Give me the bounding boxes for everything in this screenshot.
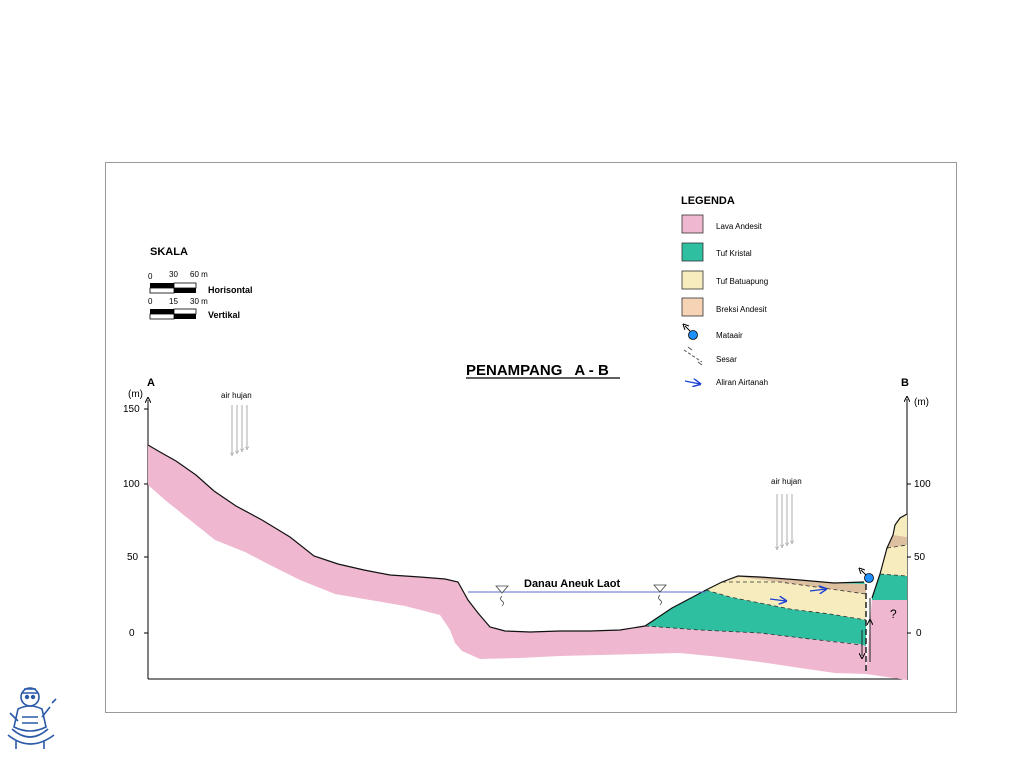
layer-lava-andesit [148, 445, 866, 674]
layer-boundaries [644, 544, 908, 646]
scale-h-tick-0: 0 [148, 272, 153, 281]
water-level-icon-right [653, 584, 667, 606]
left-end-label: A [147, 377, 155, 389]
rain-label-right: air hujan [771, 477, 802, 486]
left-axis-unit: (m) [128, 389, 143, 400]
fault-line [862, 584, 870, 674]
layer-right-tuf-kristal [872, 574, 907, 600]
legend-heading: LEGENDA [681, 195, 735, 207]
groundwater-arrow-icon [684, 381, 700, 384]
rain-icon-right [777, 494, 792, 548]
lake-label: Danau Aneuk Laot [524, 578, 620, 590]
left-tick-50: 50 [127, 552, 139, 563]
unknown-label: ? [890, 607, 897, 621]
scale-v-label: Vertikal [208, 310, 240, 320]
legend-swatch-lava-andesit [681, 214, 704, 234]
institution-logo [7, 687, 57, 749]
legend-label-breksi-andesit: Breksi Andesit [716, 305, 767, 314]
ground-surface [147, 444, 865, 633]
right-tick-50: 50 [914, 552, 926, 563]
scale-heading: SKALA [150, 246, 188, 258]
spring-icon-section [861, 570, 874, 583]
legend-swatch-tuf-kristal [681, 242, 704, 262]
legend-label-mataair: Mataair [716, 331, 743, 340]
legend-swatch-breksi-andesit [681, 297, 704, 317]
legend-label-aliran-airtanah: Aliran Airtanah [716, 378, 768, 387]
legend-label-tuf-kristal: Tuf Kristal [716, 249, 752, 258]
right-axis-unit: (m) [914, 397, 929, 408]
layer-right-lava [866, 598, 907, 680]
scale-h-tick-2: 60 m [190, 270, 208, 279]
rain-icon-left [232, 405, 247, 454]
ground-surface-right [871, 513, 908, 599]
left-tick-150: 150 [123, 404, 140, 415]
scale-h-label: Horisontal [208, 285, 253, 295]
groundwater-arrow-upper [809, 589, 826, 591]
right-end-label: B [901, 377, 909, 389]
scale-bar-vertical [149, 308, 197, 320]
right-tick-0: 0 [916, 628, 922, 639]
layer-tuf-kristal [645, 590, 866, 646]
legend-swatch-tuf-batuapung [681, 270, 704, 290]
legend-label-sesar: Sesar [716, 355, 737, 364]
water-level-icon-left [495, 585, 509, 607]
scale-bar-horizontal [149, 282, 197, 294]
spring-icon [685, 326, 698, 340]
fault-icon [683, 346, 703, 366]
layer-right-top [893, 514, 907, 537]
legend: LEGENDA Lava Andesit Tuf Kristal Tuf Bat… [681, 195, 768, 387]
section-title: PENAMPANG A - B [466, 362, 609, 379]
layer-right-tuf-batuapung [880, 545, 907, 576]
groundwater-arrow-lower [769, 599, 786, 601]
right-tick-100: 100 [914, 479, 931, 490]
scale-block: SKALA 0 30 60 m Horisontal 0 15 30 m Ver… [148, 246, 253, 320]
rain-label-left: air hujan [221, 391, 252, 400]
right-axis [907, 399, 911, 680]
left-tick-0: 0 [129, 628, 135, 639]
legend-label-tuf-batuapung: Tuf Batuapung [716, 277, 768, 286]
left-tick-100: 100 [123, 479, 140, 490]
legend-label-lava-andesit: Lava Andesit [716, 222, 763, 231]
scale-v-tick-2: 30 m [190, 297, 208, 306]
scale-h-tick-1: 30 [169, 270, 178, 279]
left-axis [144, 400, 148, 679]
scale-v-tick-0: 0 [148, 297, 153, 306]
scale-v-tick-1: 15 [169, 297, 178, 306]
